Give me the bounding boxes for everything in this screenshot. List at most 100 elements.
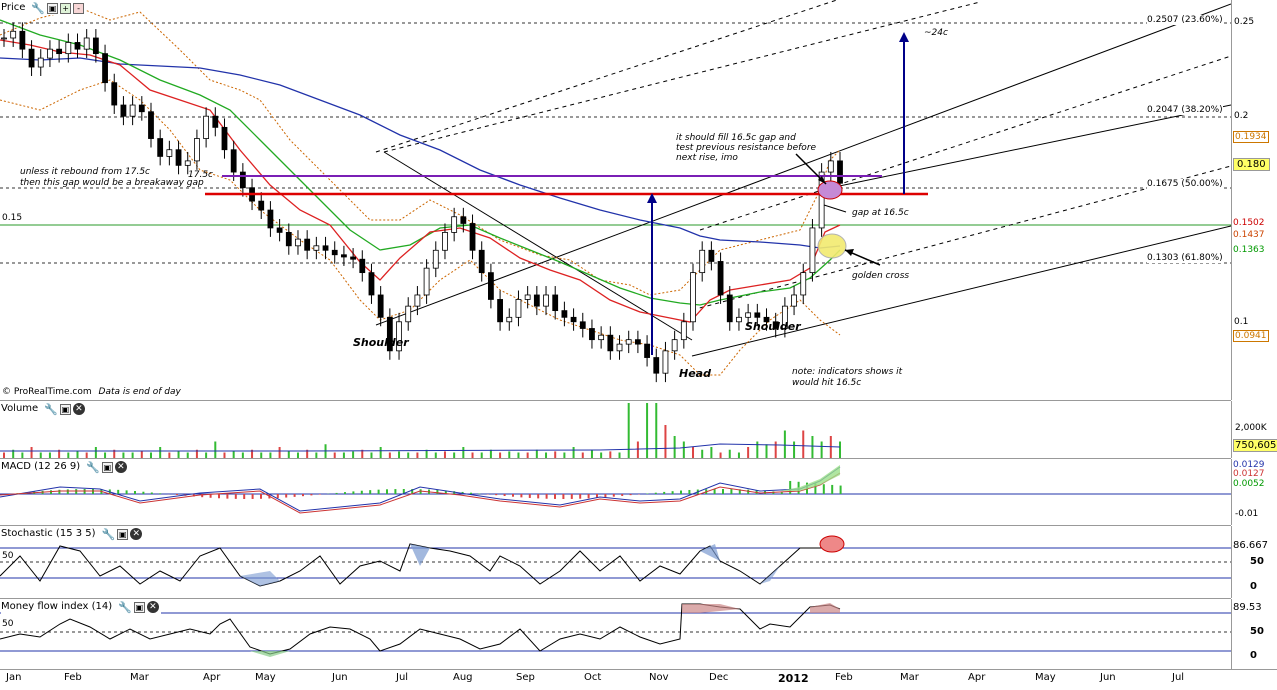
stochastic-chart[interactable]: [0, 526, 1231, 598]
price-tick-025: 0.25: [1234, 17, 1254, 27]
macd-window-icon[interactable]: ▣: [102, 462, 113, 473]
macd-panel-header: MACD (12 26 9) 🔧 ▣ ✕: [1, 460, 129, 474]
volume-bar: [260, 453, 262, 459]
candle-body: [571, 317, 576, 321]
macd-histogram-bar: [369, 490, 371, 494]
volume-bar: [444, 451, 446, 458]
macd-histogram-bar: [495, 494, 497, 495]
month-label: 2012: [778, 672, 809, 685]
window-icon[interactable]: ▣: [47, 3, 58, 14]
volume-bar: [233, 451, 235, 458]
macd-settings-icon[interactable]: 🔧: [86, 462, 100, 473]
candle-body: [323, 246, 328, 250]
settings-wrench-icon[interactable]: 🔧: [31, 3, 45, 14]
candle-body: [240, 172, 245, 188]
tag-ma-red: 0.1502: [1233, 218, 1265, 228]
month-label: Dec: [709, 672, 728, 683]
volume-settings-icon[interactable]: 🔧: [44, 404, 58, 415]
breakaway-line-1: unless it rebound from 17.5c: [20, 167, 204, 178]
macd-histogram-bar: [655, 493, 657, 494]
stochastic-current: 86.667: [1233, 540, 1268, 551]
macd-chart[interactable]: [0, 459, 1231, 525]
volume-bar: [508, 451, 510, 458]
macd-histogram-bar: [470, 493, 472, 494]
volume-bar: [793, 442, 795, 459]
stochastic-settings-icon[interactable]: 🔧: [102, 529, 116, 540]
macd-panel: MACD (12 26 9) 🔧 ▣ ✕: [0, 459, 1231, 526]
price-panel-title: Price: [1, 1, 25, 15]
macd-histogram-bar: [294, 494, 296, 497]
volume-bar: [141, 451, 143, 458]
mfi-chart[interactable]: [0, 599, 1231, 669]
head-label: Head: [679, 367, 711, 380]
volume-chart[interactable]: [0, 401, 1231, 458]
price-chart[interactable]: [0, 0, 1231, 400]
volume-bar: [370, 453, 372, 459]
volume-bar: [674, 436, 676, 458]
macd-histogram-bar: [747, 490, 749, 494]
candle-body: [433, 250, 438, 268]
candle-body: [589, 328, 594, 339]
stochastic-close-icon[interactable]: ✕: [130, 528, 142, 540]
macd-histogram-bar: [243, 494, 245, 499]
macd-histogram-bar: [730, 489, 732, 494]
candle-body: [727, 295, 732, 322]
candle-body: [424, 268, 429, 295]
volume-panel-header: Volume 🔧 ▣ ✕: [1, 402, 87, 416]
month-label: Aug: [453, 672, 473, 683]
macd-histogram-bar: [546, 494, 548, 499]
volume-bar: [343, 453, 345, 459]
macd-histogram-bar: [176, 494, 178, 495]
volume-bar: [95, 447, 97, 458]
macd-histogram-bar: [688, 490, 690, 494]
macd-histogram-bar: [260, 494, 262, 499]
candle-body: [231, 150, 236, 172]
mfi-close-icon[interactable]: ✕: [147, 601, 159, 613]
candle-body: [635, 340, 640, 344]
mfi-current: 89.53: [1233, 602, 1262, 613]
volume-bar: [784, 431, 786, 459]
tag-ma-orange: 0.1437: [1233, 230, 1265, 240]
volume-bar: [67, 453, 69, 459]
macd-histogram-bar: [226, 494, 228, 499]
volume-bar: [453, 453, 455, 459]
volume-bar: [168, 453, 170, 459]
macd-histogram-bar: [722, 489, 724, 494]
candle-body: [305, 239, 310, 250]
volume-close-icon[interactable]: ✕: [73, 403, 85, 415]
data-note: Data is end of day: [99, 387, 181, 397]
macd-histogram-bar: [520, 494, 522, 497]
candle-body: [828, 161, 833, 172]
macd-close-icon[interactable]: ✕: [115, 461, 127, 473]
macd-histogram-bar: [504, 494, 506, 496]
mfi-window-icon[interactable]: ▣: [134, 602, 145, 613]
volume-bar: [619, 453, 621, 459]
volume-bar: [646, 403, 648, 458]
macd-histogram-bar: [562, 494, 564, 499]
volume-bar: [122, 453, 124, 459]
mfi-settings-icon[interactable]: 🔧: [118, 602, 132, 613]
candle-body: [507, 317, 512, 321]
remove-indicator-icon[interactable]: -: [73, 3, 84, 14]
month-label: Feb: [64, 672, 82, 683]
macd-histogram-bar: [672, 491, 674, 494]
macd-histogram-bar: [554, 494, 556, 499]
right-shoulder-label: Shoulder: [745, 320, 801, 333]
add-indicator-icon[interactable]: +: [60, 3, 71, 14]
macd-panel-title: MACD (12 26 9): [1, 460, 80, 474]
macd-histogram-bar: [529, 494, 531, 498]
candle-body: [213, 116, 218, 127]
volume-window-icon[interactable]: ▣: [60, 404, 71, 415]
stochastic-window-icon[interactable]: ▣: [117, 529, 128, 540]
month-label: Jun: [1100, 672, 1116, 683]
candle-body: [130, 105, 135, 116]
macd-histogram-bar: [840, 486, 842, 494]
volume-bar: [766, 444, 768, 458]
fill-line-1: it should fill 16.5c gap and: [676, 133, 816, 143]
stochastic-0: 0: [1250, 581, 1257, 592]
candle-body: [148, 112, 153, 139]
candle-body: [314, 246, 319, 250]
candle-body: [194, 139, 199, 161]
month-label: Jul: [1172, 672, 1184, 683]
candle-body: [360, 259, 365, 272]
